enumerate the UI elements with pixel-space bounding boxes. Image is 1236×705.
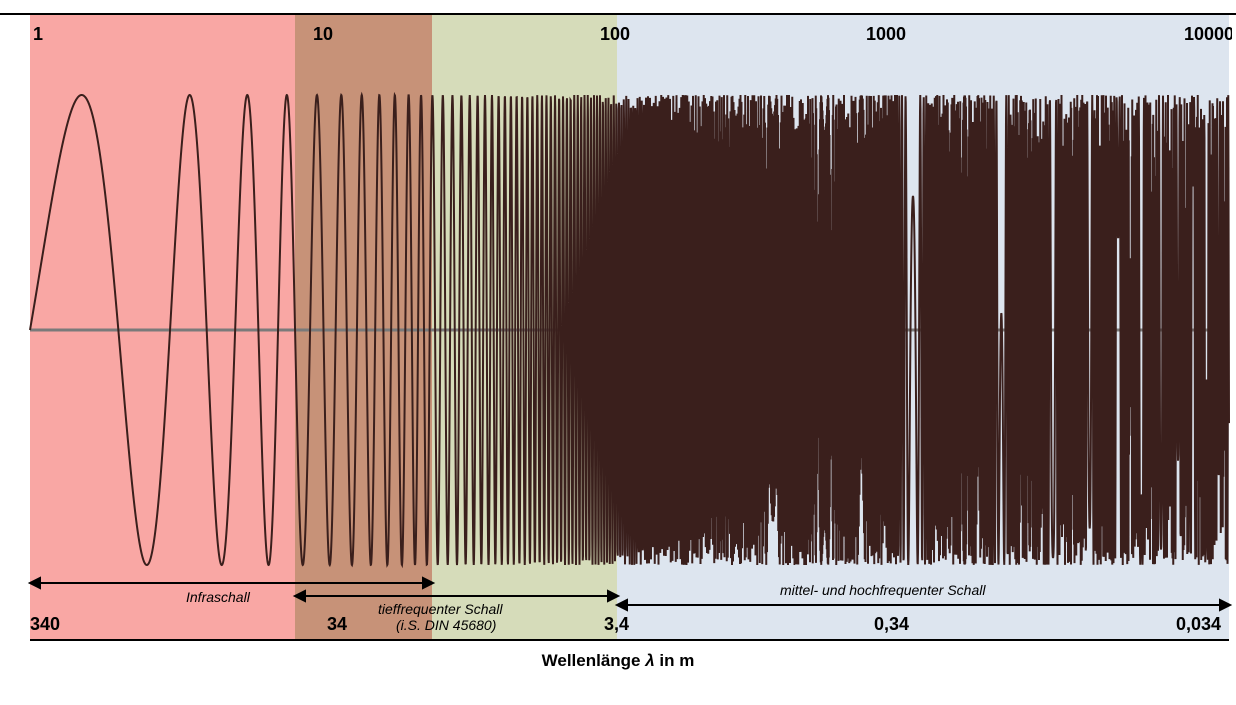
wavelength-label-3-4: 3,4 [604,614,630,634]
range-label-infra: Infraschall [186,589,250,605]
band-infra [30,15,295,640]
waveform [29,91,1230,569]
arrow-low-right-head [607,589,621,603]
caption-unit: in m [654,651,695,670]
lambda-symbol: λ [645,651,655,670]
freq-label-1000: 1000 [866,24,907,44]
arrow-mid-left-head [614,598,628,612]
wavelength-label-34: 34 [327,614,348,634]
wavelength-label-0-34: 0,34 [874,614,910,634]
range-label-low-note: (i.S. DIN 45680) [396,617,497,633]
freq-label-10000: 10000 [1184,24,1232,44]
arrow-mid-right-head [1219,598,1233,612]
range-label-mid: mittel- und hochfrequenter Schall [780,582,986,598]
range-arrows [27,576,1233,612]
arrow-low-left-head [292,589,306,603]
axis-caption: Wellenlänge λ in m [0,651,1236,671]
freq-label-10: 10 [313,24,334,44]
range-label-low: tieffrequenter Schall [378,601,503,617]
freq-label-1: 1 [33,24,44,44]
arrow-infra-left-head [27,576,41,590]
top-rule [0,13,1236,15]
freq-label-100: 100 [600,24,631,44]
wavelength-label-0-034: 0,034 [1176,614,1222,634]
caption-text: Wellenlänge [541,651,646,670]
arrow-infra-right-head [422,576,436,590]
wavelength-label-340: 340 [30,614,61,634]
